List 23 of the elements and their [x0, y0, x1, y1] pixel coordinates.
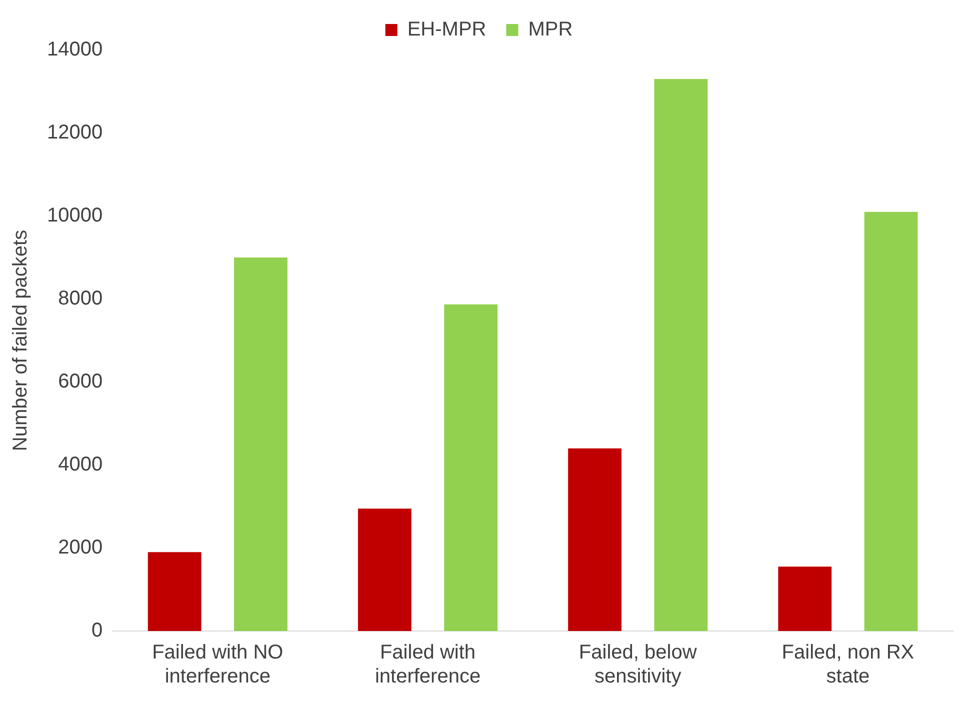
y-tick-label: 0 [91, 620, 103, 642]
bar [568, 448, 622, 631]
bar [234, 258, 288, 631]
y-tick-label: 12000 [46, 122, 103, 144]
x-tick-label: Failed, non RX state [782, 642, 914, 688]
bar [778, 566, 832, 631]
y-tick-label: 4000 [58, 454, 103, 476]
bar [654, 79, 708, 631]
x-tick-label: Failed with NO interference [152, 642, 284, 688]
y-tick-label: 10000 [46, 204, 103, 227]
bar [358, 508, 412, 631]
y-axis-title: Number of failed packets [10, 230, 32, 452]
bar [148, 552, 202, 631]
legend-label: MPR [528, 18, 573, 41]
x-tick-label: Failed, below sensitivity [578, 642, 698, 688]
y-tick-label: 6000 [58, 370, 103, 393]
y-tick-label: 8000 [58, 288, 103, 310]
x-tick-label: Failed with interference [374, 642, 481, 688]
bar [444, 304, 498, 631]
legend-label: EH-MPR [407, 18, 486, 41]
bar [864, 212, 918, 631]
y-tick-label: 2000 [58, 536, 103, 559]
y-tick-label: 14000 [46, 38, 103, 61]
